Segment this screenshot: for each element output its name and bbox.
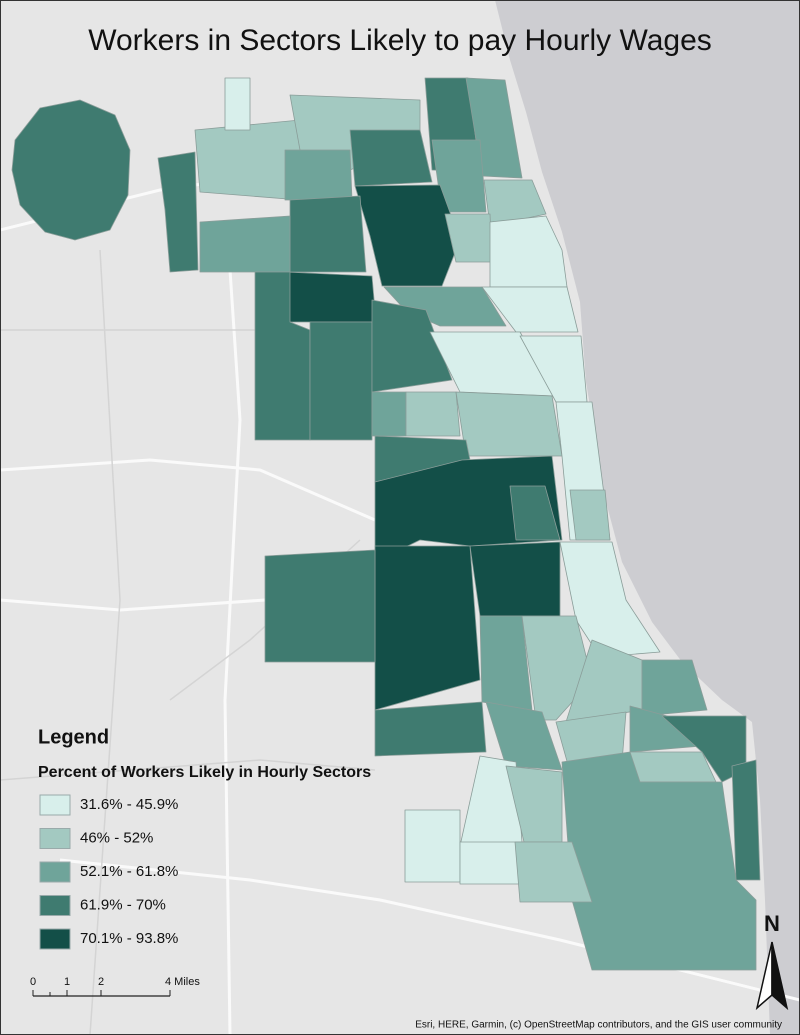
scale-label: 2 bbox=[98, 976, 104, 988]
legend-swatch bbox=[39, 928, 71, 950]
road bbox=[89, 249, 121, 1035]
district bbox=[289, 195, 367, 273]
district bbox=[629, 751, 717, 783]
district bbox=[569, 489, 611, 541]
scale-label: 1 bbox=[64, 976, 70, 988]
district bbox=[561, 751, 757, 971]
district bbox=[405, 391, 461, 437]
district bbox=[489, 215, 568, 288]
district bbox=[483, 179, 547, 227]
district bbox=[509, 485, 561, 541]
attribution: Esri, HERE, Garmin, (c) OpenStreetMap co… bbox=[415, 1020, 782, 1031]
legend-label: 52.1% - 61.8% bbox=[80, 863, 178, 880]
legend-swatch bbox=[39, 861, 71, 883]
district bbox=[349, 129, 433, 187]
district bbox=[514, 841, 593, 903]
district bbox=[469, 541, 561, 617]
district bbox=[485, 701, 563, 771]
district bbox=[264, 549, 376, 663]
district bbox=[371, 299, 453, 393]
legend-swatch bbox=[39, 794, 71, 816]
district bbox=[374, 701, 487, 757]
road bbox=[223, 269, 242, 1035]
district bbox=[194, 119, 301, 201]
legend-swatch bbox=[39, 828, 71, 849]
legend-swatch bbox=[39, 895, 71, 916]
district bbox=[284, 149, 353, 201]
district bbox=[481, 286, 579, 333]
arrow-right bbox=[771, 941, 789, 1011]
district bbox=[371, 391, 407, 437]
district bbox=[224, 77, 251, 131]
legend-label: 61.9% - 70% bbox=[80, 896, 166, 913]
legend-subtitle: Percent of Workers Likely in Hourly Sect… bbox=[38, 764, 371, 781]
legend-label: 46% - 52% bbox=[80, 829, 153, 846]
district bbox=[11, 99, 131, 241]
district bbox=[199, 215, 291, 273]
district bbox=[641, 659, 708, 717]
scale-bar: 0 1 2 4 Miles bbox=[30, 976, 200, 997]
lake bbox=[495, 0, 800, 1035]
scale-label: 4 Miles bbox=[165, 976, 200, 988]
district bbox=[309, 321, 373, 441]
legend-label: 31.6% - 45.9% bbox=[80, 796, 178, 813]
roads bbox=[0, 168, 800, 1035]
legend: Legend Percent of Workers Likely in Hour… bbox=[38, 726, 371, 950]
district bbox=[354, 184, 461, 287]
map-title: Workers in Sectors Likely to pay Hourly … bbox=[88, 24, 712, 57]
north-arrow: N bbox=[755, 911, 789, 1011]
districts bbox=[11, 77, 761, 971]
district bbox=[731, 759, 761, 881]
scale-label: 0 bbox=[30, 976, 36, 988]
district bbox=[157, 151, 199, 273]
road bbox=[0, 458, 376, 522]
legend-label: 70.1% - 93.8% bbox=[80, 930, 178, 947]
legend-heading: Legend bbox=[38, 726, 109, 748]
north-label: N bbox=[764, 911, 780, 936]
district bbox=[284, 271, 377, 323]
district bbox=[404, 809, 461, 883]
district bbox=[455, 391, 563, 457]
road bbox=[0, 759, 376, 781]
